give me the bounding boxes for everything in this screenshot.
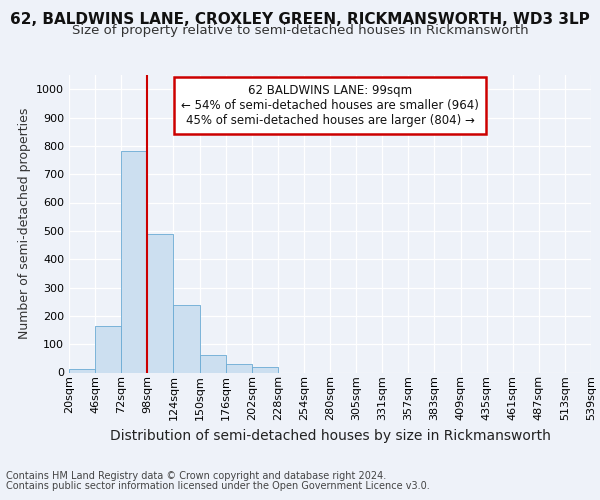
Text: 62 BALDWINS LANE: 99sqm
← 54% of semi-detached houses are smaller (964)
45% of s: 62 BALDWINS LANE: 99sqm ← 54% of semi-de… [181, 84, 479, 127]
Bar [252, 368, 278, 372]
Bar [148, 234, 173, 372]
Text: Contains HM Land Registry data © Crown copyright and database right 2024.: Contains HM Land Registry data © Crown c… [6, 471, 386, 481]
Bar [121, 150, 148, 372]
X-axis label: Distribution of semi-detached houses by size in Rickmansworth: Distribution of semi-detached houses by … [110, 428, 550, 442]
Bar [226, 364, 252, 372]
Text: 62, BALDWINS LANE, CROXLEY GREEN, RICKMANSWORTH, WD3 3LP: 62, BALDWINS LANE, CROXLEY GREEN, RICKMA… [10, 12, 590, 28]
Y-axis label: Number of semi-detached properties: Number of semi-detached properties [17, 108, 31, 340]
Bar [69, 369, 95, 372]
Bar [95, 326, 121, 372]
Text: Contains public sector information licensed under the Open Government Licence v3: Contains public sector information licen… [6, 481, 430, 491]
Bar [199, 354, 226, 372]
Bar [173, 304, 199, 372]
Text: Size of property relative to semi-detached houses in Rickmansworth: Size of property relative to semi-detach… [71, 24, 529, 37]
